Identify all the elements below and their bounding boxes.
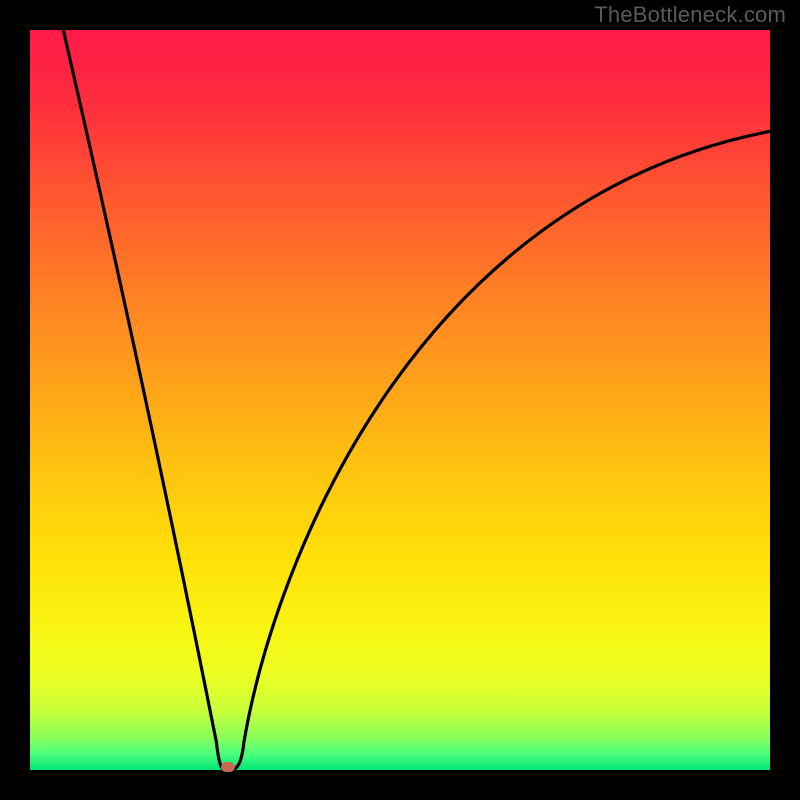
minimum-marker xyxy=(221,762,235,772)
chart-frame: TheBottleneck.com xyxy=(0,0,800,800)
gradient-background xyxy=(30,30,770,770)
plot-area xyxy=(30,30,770,770)
watermark-text: TheBottleneck.com xyxy=(594,2,786,28)
